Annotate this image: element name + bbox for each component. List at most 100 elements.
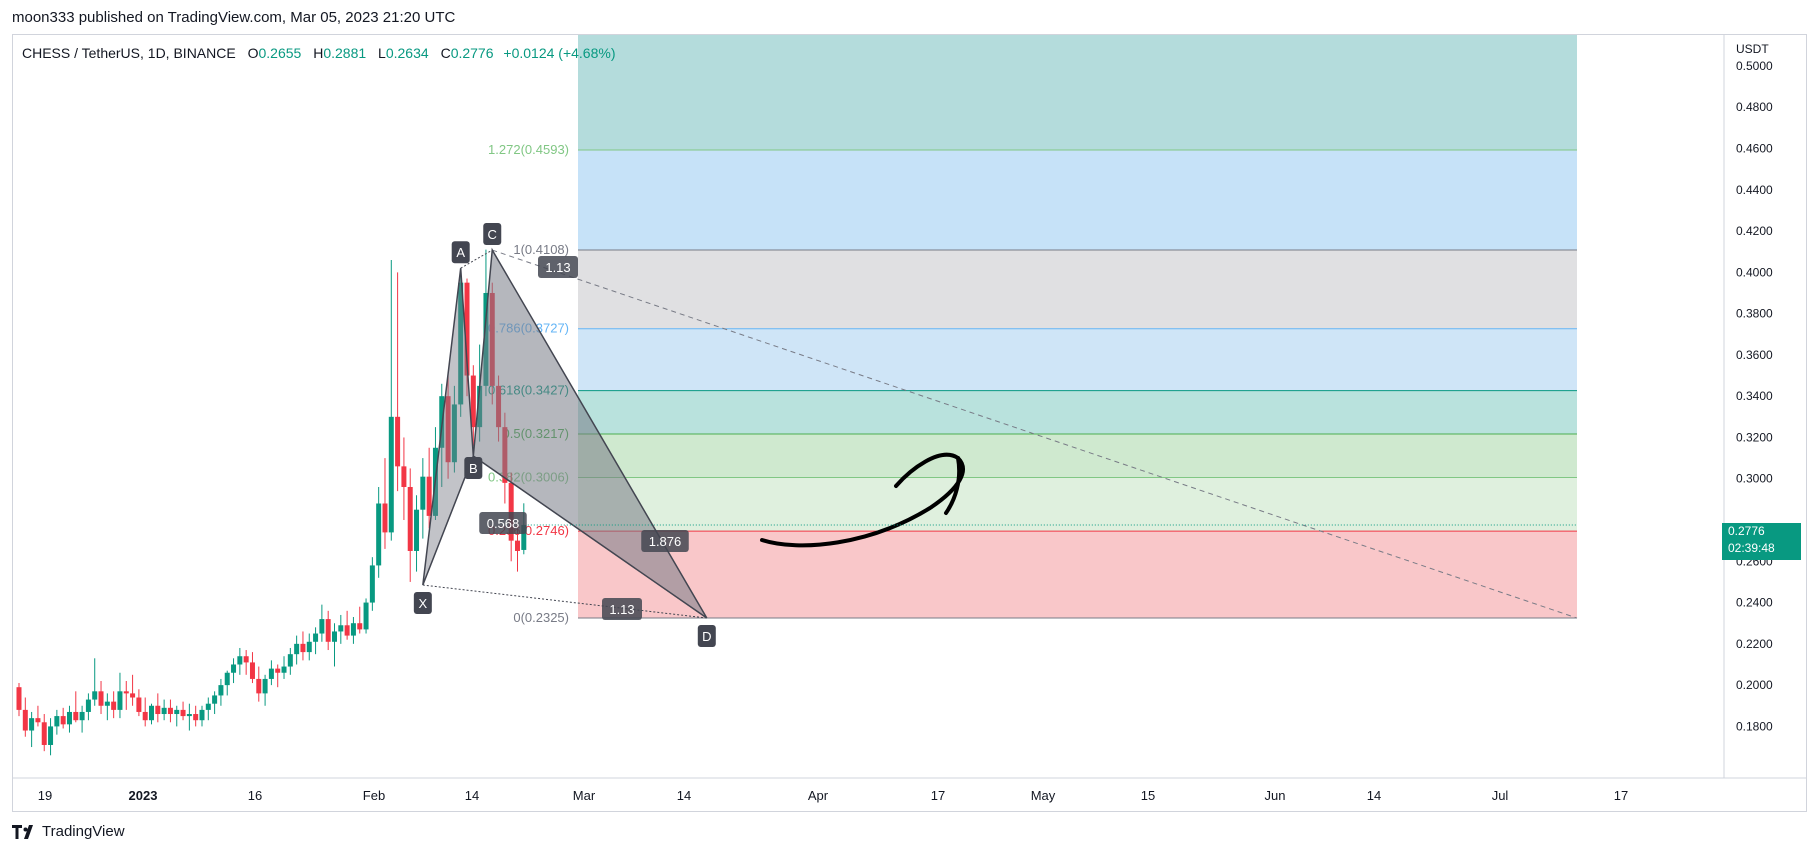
symbol-name[interactable]: CHESS / TetherUS, 1D, BINANCE [22, 45, 236, 61]
candle-body[interactable] [205, 703, 211, 710]
candle-body[interactable] [66, 711, 72, 725]
candle-body[interactable] [73, 711, 79, 721]
candle-body[interactable] [167, 707, 173, 715]
candle-body[interactable] [218, 685, 224, 696]
candle-body[interactable] [458, 282, 464, 405]
candle-body[interactable] [363, 602, 369, 630]
candle-body[interactable] [300, 643, 306, 653]
pattern-ratio-badge[interactable] [479, 512, 527, 534]
time-tick-label: Apr [808, 788, 829, 803]
candle-body[interactable] [325, 619, 331, 642]
candle-body[interactable] [420, 476, 426, 510]
candle-body[interactable] [319, 619, 325, 634]
footer-brand[interactable]: TradingView [12, 823, 125, 840]
candle-body[interactable] [92, 691, 98, 700]
candle-body[interactable] [313, 633, 319, 642]
candle-body[interactable] [237, 656, 243, 665]
candle-body[interactable] [426, 476, 432, 516]
candle-body[interactable] [376, 503, 382, 566]
candle-body[interactable] [149, 705, 155, 721]
candle-body[interactable] [395, 416, 401, 467]
candle-body[interactable] [231, 664, 237, 673]
candle-body[interactable] [357, 623, 363, 630]
candle-body[interactable] [382, 503, 388, 533]
pattern-point-a-badge[interactable] [451, 241, 470, 264]
candle-body[interactable] [98, 691, 104, 706]
candle-body[interactable] [464, 282, 470, 376]
candle-body[interactable] [414, 509, 420, 551]
fib-band-1.272 [578, 35, 1577, 150]
candle-body[interactable] [369, 565, 375, 603]
candle-body[interactable] [470, 375, 476, 428]
candle-body[interactable] [275, 668, 281, 673]
candle-body[interactable] [104, 701, 110, 706]
candle-body[interactable] [79, 711, 85, 721]
candle-body[interactable] [521, 524, 527, 550]
candle-body[interactable] [401, 466, 407, 487]
pattern-ratio-badge[interactable] [538, 256, 578, 278]
candle-body[interactable] [262, 678, 268, 694]
candle-body[interactable] [186, 714, 192, 717]
candle-body[interactable] [249, 662, 255, 679]
pattern-point-b-badge[interactable] [464, 457, 483, 480]
fib-label-0: 0(0.2325) [513, 610, 569, 625]
candle-body[interactable] [54, 716, 60, 727]
time-tick-label: Jun [1265, 788, 1286, 803]
pattern-point-c-badge[interactable] [483, 223, 502, 246]
time-tick-label: Feb [363, 788, 385, 803]
candle-body[interactable] [22, 709, 28, 731]
candle-body[interactable] [268, 668, 274, 679]
candle-body[interactable] [344, 625, 350, 636]
candle-body[interactable] [174, 709, 180, 715]
candle-body[interactable] [161, 707, 167, 715]
candle-body[interactable] [111, 701, 117, 710]
candle-body[interactable] [407, 486, 413, 551]
pattern-point-x-badge[interactable] [413, 592, 432, 615]
dashed-trend-line[interactable] [492, 249, 1578, 619]
pattern-point-d-badge[interactable] [697, 625, 716, 648]
hand-drawn-arrow-curve[interactable] [760, 452, 965, 548]
candle-body[interactable] [29, 718, 35, 731]
fib-label-1.272: 1.272(0.4593) [488, 142, 569, 157]
candle-body[interactable] [123, 691, 129, 694]
candle-body[interactable] [60, 716, 66, 725]
candle-body[interactable] [16, 687, 22, 710]
candle-body[interactable] [180, 709, 186, 717]
close-label: C [440, 45, 451, 61]
candle-body[interactable] [130, 693, 136, 698]
candle-body[interactable] [193, 714, 199, 721]
pattern-triangle-bcd[interactable] [472, 247, 708, 619]
candle-body[interactable] [142, 711, 148, 721]
candle-body[interactable] [155, 705, 161, 715]
candle-body[interactable] [256, 678, 262, 694]
candle-body[interactable] [350, 623, 356, 636]
candle-body[interactable] [388, 416, 394, 533]
candle-body[interactable] [224, 672, 230, 686]
price-tick-label: 0.2400 [1736, 596, 1773, 610]
candle-body[interactable] [332, 631, 337, 642]
candle-body[interactable] [306, 641, 312, 653]
candle-body[interactable] [287, 654, 293, 667]
candle-body[interactable] [451, 404, 457, 463]
close-value: 0.2776 [450, 45, 494, 61]
pattern-ratio-badge[interactable] [641, 530, 689, 552]
candle-body[interactable] [199, 709, 205, 721]
candle-body[interactable] [445, 396, 451, 463]
candle-body[interactable] [212, 695, 218, 704]
candle-body[interactable] [294, 643, 300, 655]
pattern-ratio-badge[interactable] [602, 598, 642, 620]
candle-body[interactable] [117, 691, 123, 710]
candle-body[interactable] [85, 699, 91, 712]
price-unit-label[interactable]: USDT [1736, 42, 1769, 56]
candle-body[interactable] [48, 726, 54, 745]
candle-body[interactable] [281, 666, 287, 673]
candle-body[interactable] [514, 540, 520, 551]
candle-body[interactable] [41, 722, 47, 745]
candle-body[interactable] [35, 718, 41, 723]
candle-body[interactable] [243, 656, 249, 663]
candle-body[interactable] [136, 697, 142, 712]
candle-body[interactable] [338, 625, 344, 632]
high-label: H [313, 45, 324, 61]
candle-body[interactable] [508, 482, 514, 541]
